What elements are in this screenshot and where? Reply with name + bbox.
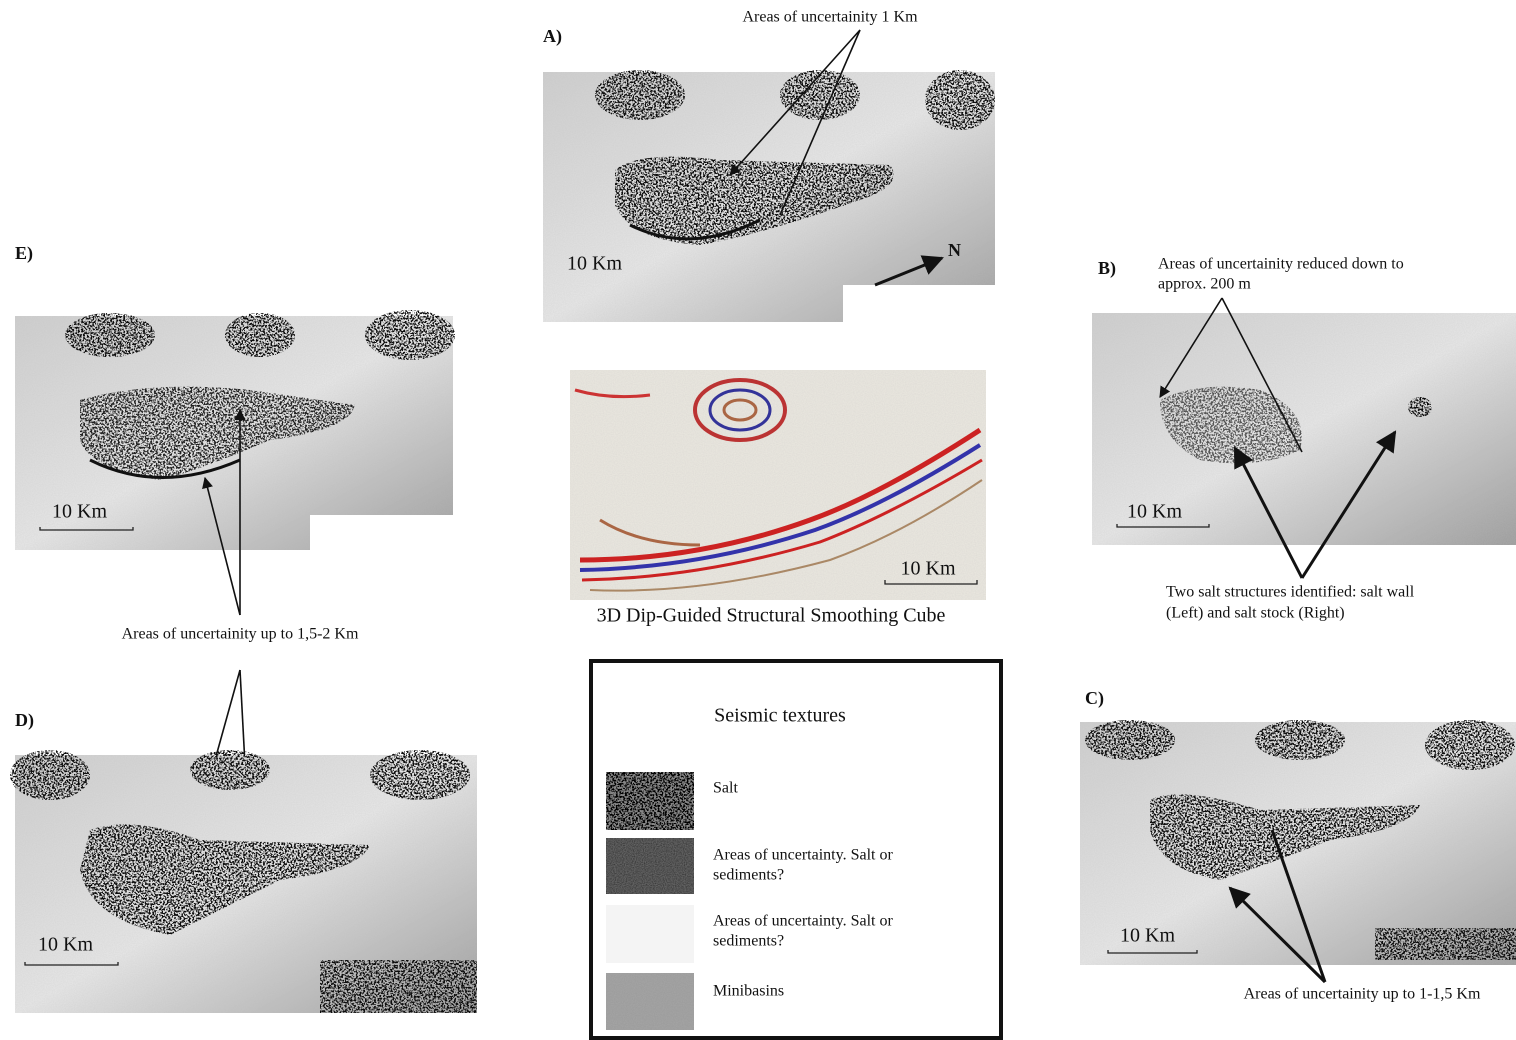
blank-area	[843, 285, 995, 322]
swatch-minibasin	[606, 973, 694, 1030]
scale-label: 10 Km	[1127, 501, 1182, 523]
figure: A) Areas of uncertainity 1 Km 10 Km N E)…	[0, 0, 1516, 1040]
panel-label: C)	[1085, 688, 1104, 709]
panel-d: D) 10 Km	[10, 710, 477, 1013]
scale-label: 10 Km	[1120, 925, 1175, 947]
legend-item: sediments?	[713, 933, 784, 950]
panel-b: B) Areas of uncertainity reduced down to…	[1092, 256, 1516, 622]
seismic-section: 10 Km 3D Dip-Guided Structural Smoothing…	[570, 370, 986, 627]
panel-label: D)	[15, 710, 34, 731]
swatch-dark	[606, 838, 694, 894]
legend-item: Areas of uncertainty. Salt or	[713, 847, 893, 864]
legend-item: sediments?	[713, 867, 784, 884]
north-label: N	[948, 240, 961, 260]
legend-item: Areas of uncertainty. Salt or	[713, 913, 893, 930]
annotation: Areas of uncertainity up to 1,5-2 Km	[122, 626, 359, 643]
legend-title: Seismic textures	[714, 705, 846, 727]
swatch-light	[606, 905, 694, 963]
scale-label: 10 Km	[567, 253, 622, 275]
scale-label: 10 Km	[38, 934, 93, 956]
panel-a: A) Areas of uncertainity 1 Km 10 Km N	[543, 9, 995, 322]
panel-label: B)	[1098, 258, 1116, 279]
caption-line: Two salt structures identified: salt wal…	[1166, 584, 1415, 601]
blank-area	[310, 515, 453, 550]
panel-label: A)	[543, 26, 562, 47]
caption-line: (Left) and salt stock (Right)	[1166, 605, 1345, 622]
legend-item: Salt	[713, 780, 738, 797]
legend-item: Minibasins	[713, 983, 784, 1000]
legend: Seismic textures Salt Areas of uncertain…	[591, 661, 1001, 1038]
scale-label: 10 Km	[52, 501, 107, 523]
panel-label: E)	[15, 243, 33, 264]
annotation-line: Areas of uncertainity reduced down to	[1158, 256, 1404, 273]
panel-e: E) 10 Km	[15, 243, 455, 550]
caption: 3D Dip-Guided Structural Smoothing Cube	[597, 605, 946, 627]
swatch-salt-speck	[606, 772, 694, 830]
annotation: Areas of uncertainity 1 Km	[742, 9, 918, 26]
annotation: Areas of uncertainity up to 1-1,5 Km	[1244, 986, 1481, 1003]
scale-label: 10 Km	[901, 558, 956, 580]
panel-c: C) 10 Km Areas of uncertainity up to 1-1…	[1080, 688, 1516, 1003]
annotation-line: approx. 200 m	[1158, 276, 1251, 293]
